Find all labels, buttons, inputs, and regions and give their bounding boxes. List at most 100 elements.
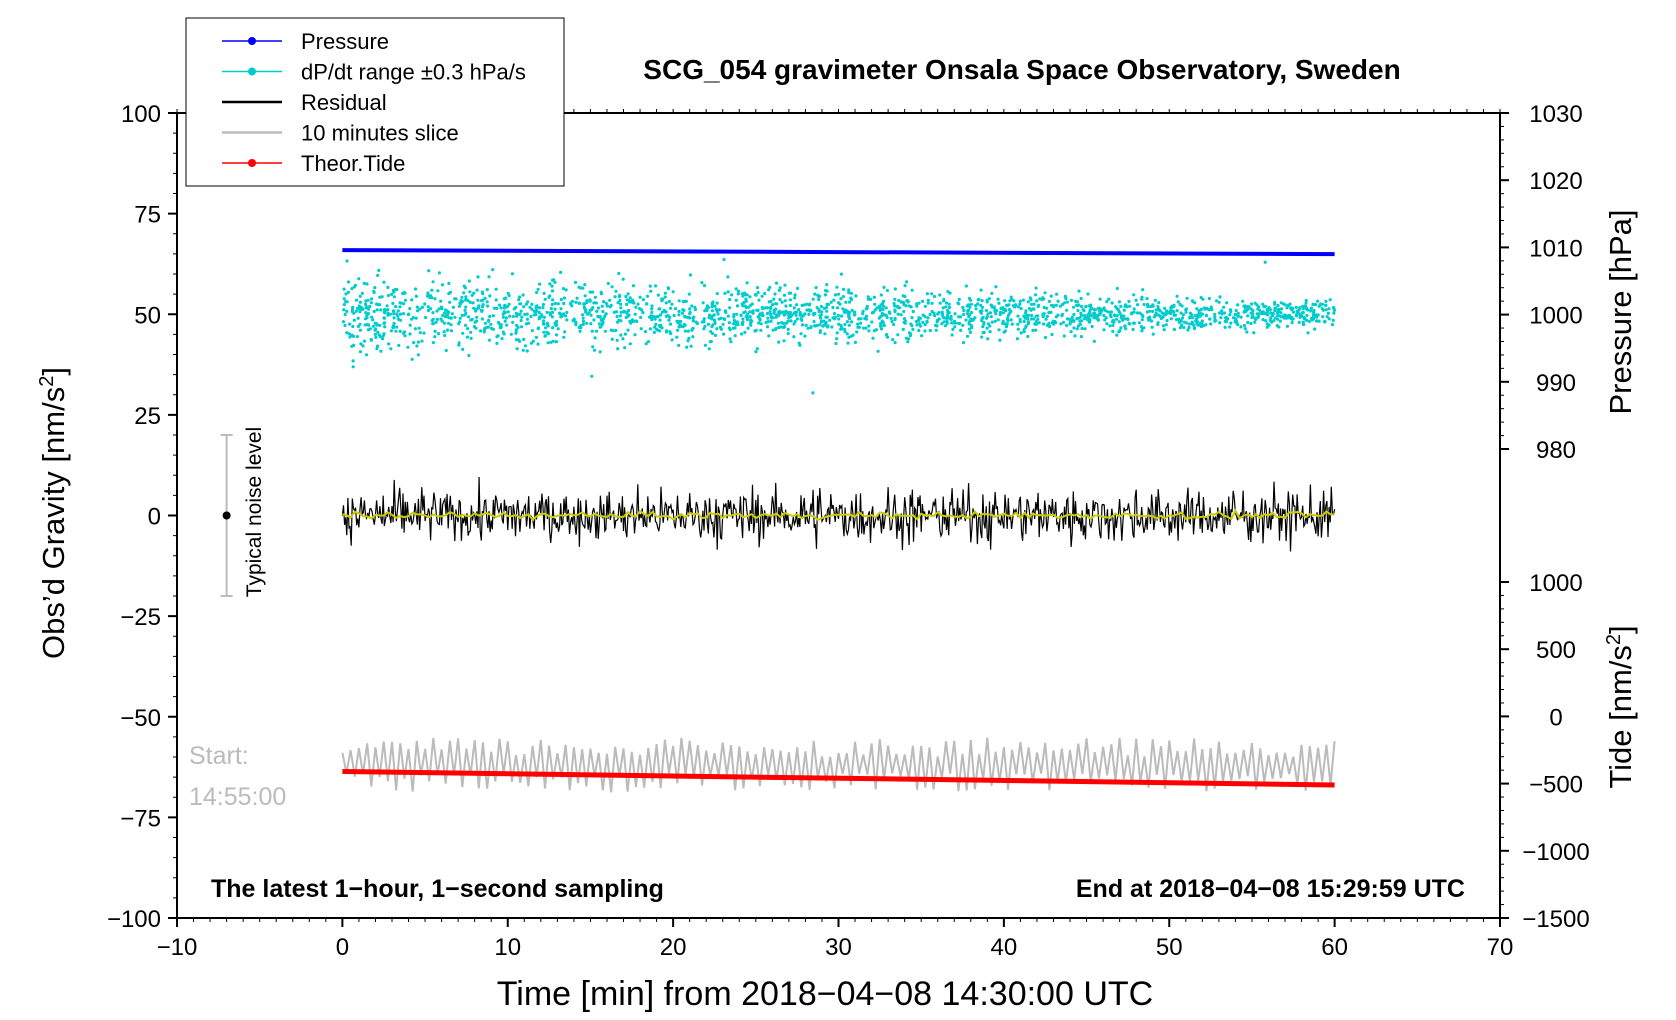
- dpdt-point: [817, 308, 821, 312]
- dpdt-point: [905, 280, 909, 284]
- dpdt-point: [1018, 302, 1022, 306]
- dpdt-point: [548, 282, 552, 286]
- dpdt-point: [517, 339, 522, 343]
- dpdt-point: [556, 302, 560, 306]
- dpdt-point: [1159, 316, 1163, 321]
- dpdt-point: [1006, 316, 1010, 320]
- dpdt-point: [590, 329, 594, 333]
- dpdt-point: [1127, 299, 1131, 303]
- dpdt-point: [1111, 318, 1115, 322]
- dpdt-point: [345, 259, 349, 263]
- dpdt-point: [496, 320, 501, 325]
- dpdt-point: [880, 319, 884, 323]
- dpdt-point: [1084, 316, 1088, 320]
- dpdt-point: [1079, 335, 1083, 339]
- dpdt-point: [1029, 298, 1033, 302]
- chart-title: SCG_054 gravimeter Onsala Space Observat…: [643, 54, 1400, 85]
- dpdt-point: [965, 312, 970, 316]
- dpdt-point: [390, 292, 394, 296]
- dpdt-point: [1304, 298, 1308, 303]
- dpdt-point: [745, 281, 749, 285]
- dpdt-point: [684, 299, 688, 303]
- dpdt-point: [457, 304, 461, 308]
- dpdt-point: [430, 296, 434, 300]
- dpdt-point: [395, 312, 399, 316]
- dpdt-point: [1096, 313, 1100, 317]
- tide-tick-label: 0: [1549, 704, 1562, 731]
- dpdt-point: [1019, 331, 1023, 335]
- dpdt-point: [658, 324, 662, 329]
- dpdt-point: [833, 293, 838, 297]
- dpdt-point: [473, 320, 477, 324]
- dpdt-point: [531, 339, 535, 343]
- dpdt-point: [345, 309, 349, 313]
- dpdt-point: [893, 317, 897, 322]
- dpdt-point: [1079, 296, 1083, 301]
- dpdt-point: [839, 272, 844, 276]
- dpdt-point: [1165, 319, 1169, 323]
- dpdt-point: [903, 321, 907, 325]
- dpdt-point: [517, 298, 521, 302]
- dpdt-point: [425, 294, 430, 298]
- dpdt-point: [677, 343, 681, 347]
- dpdt-point: [1187, 325, 1191, 330]
- dpdt-point: [449, 329, 453, 333]
- slice-start-label: Start:: [189, 742, 249, 770]
- dpdt-point: [1152, 315, 1156, 319]
- dpdt-point: [1304, 307, 1309, 311]
- dpdt-point: [994, 285, 998, 289]
- dpdt-point: [702, 317, 706, 321]
- dpdt-point: [1051, 303, 1055, 308]
- dpdt-point: [915, 304, 919, 308]
- dpdt-point: [985, 298, 989, 302]
- dpdt-point: [653, 325, 657, 329]
- dpdt-point: [1001, 321, 1005, 326]
- dpdt-point: [976, 302, 980, 306]
- dpdt-point: [1122, 308, 1126, 312]
- dpdt-point: [957, 297, 961, 301]
- dpdt-point: [1004, 325, 1009, 329]
- dpdt-point: [734, 322, 738, 326]
- dpdt-point: [1294, 314, 1299, 318]
- dpdt-point: [694, 320, 698, 324]
- dpdt-point: [992, 305, 997, 309]
- dpdt-point: [440, 307, 444, 311]
- dpdt-point: [1032, 317, 1036, 321]
- dpdt-point: [1139, 325, 1143, 329]
- dpdt-point: [1016, 327, 1020, 331]
- dpdt-point: [953, 321, 958, 325]
- dpdt-point: [793, 293, 797, 297]
- dpdt-point: [398, 312, 403, 316]
- dpdt-point: [502, 306, 506, 310]
- dpdt-point: [702, 284, 707, 288]
- dpdt-point: [792, 306, 796, 310]
- noise-level-label: Typical noise level: [243, 427, 266, 597]
- dpdt-point: [1261, 310, 1265, 314]
- dpdt-point: [1301, 304, 1305, 308]
- series-dpdt: [341, 252, 1336, 395]
- dpdt-point: [715, 301, 719, 305]
- dpdt-point: [578, 329, 582, 333]
- dpdt-point: [522, 337, 526, 341]
- dpdt-point: [525, 317, 530, 321]
- dpdt-point: [787, 312, 792, 316]
- dpdt-point: [993, 309, 997, 313]
- dpdt-point: [1124, 303, 1128, 307]
- dpdt-point: [460, 313, 464, 317]
- dpdt-point: [693, 305, 697, 309]
- dpdt-point: [590, 374, 594, 378]
- dpdt-point: [743, 330, 747, 334]
- dpdt-point: [852, 310, 857, 314]
- dpdt-point: [893, 304, 897, 308]
- dpdt-point: [1321, 315, 1325, 319]
- dpdt-point: [823, 293, 828, 297]
- dpdt-point: [376, 330, 380, 334]
- dpdt-point: [969, 310, 974, 315]
- dpdt-point: [389, 329, 393, 333]
- dpdt-point: [700, 281, 704, 285]
- dpdt-point: [736, 292, 740, 296]
- dpdt-point: [398, 329, 402, 333]
- dpdt-point: [1239, 315, 1243, 319]
- dpdt-point: [1255, 312, 1259, 316]
- dpdt-point: [1176, 300, 1180, 304]
